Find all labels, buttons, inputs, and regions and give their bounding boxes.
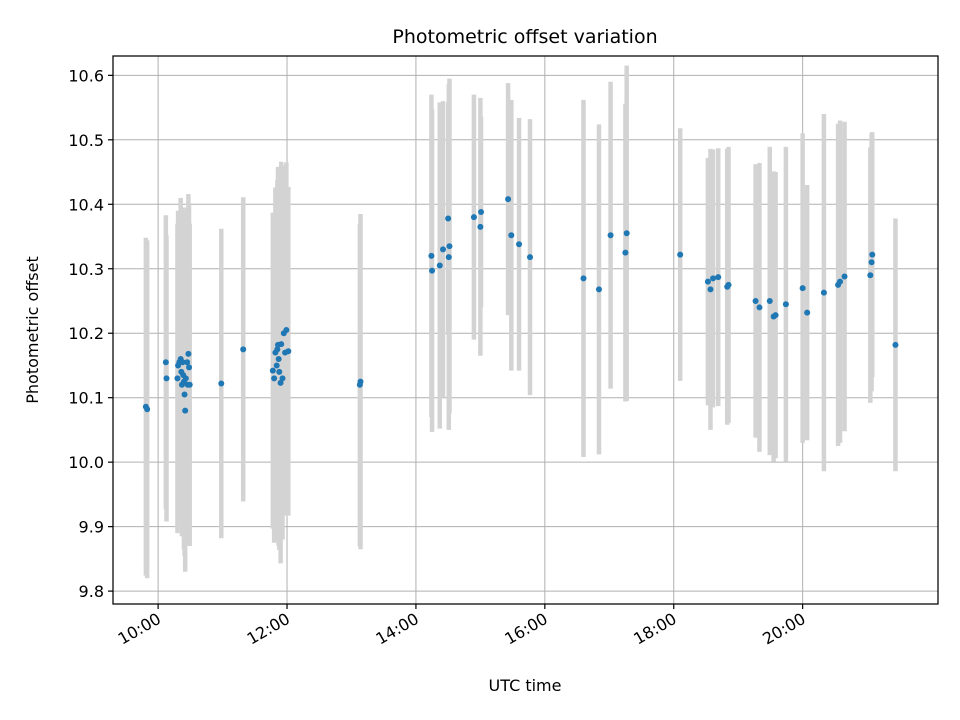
- data-point: [704, 278, 711, 285]
- data-point: [218, 380, 225, 387]
- data-point: [182, 375, 189, 382]
- data-point: [580, 275, 587, 282]
- data-point: [505, 196, 512, 203]
- data-point: [357, 378, 364, 385]
- data-point: [752, 297, 759, 304]
- data-point: [181, 391, 188, 398]
- data-point: [710, 275, 717, 282]
- y-axis: 9.8 9.9 10.0 10.1 10.2 10.3 10.4 10.5 10.6: [68, 66, 113, 601]
- data-point: [508, 232, 515, 239]
- data-point: [278, 341, 285, 348]
- y-tick-label: 10.6: [68, 66, 104, 85]
- y-tick-label: 10.4: [68, 195, 104, 214]
- data-point: [782, 301, 789, 308]
- data-point: [725, 281, 732, 288]
- data-point: [623, 230, 630, 237]
- data-point: [766, 297, 773, 304]
- data-point: [867, 272, 874, 279]
- plot-frame: [112, 55, 939, 605]
- data-point: [440, 246, 446, 253]
- data-point: [622, 249, 629, 256]
- data-point: [429, 267, 436, 274]
- data-point: [184, 359, 191, 366]
- data-point: [283, 327, 290, 333]
- data-point: [186, 381, 193, 388]
- y-tick-label: 10.0: [68, 453, 104, 472]
- data-points: [142, 196, 899, 414]
- data-point: [446, 243, 453, 250]
- data-point: [271, 375, 278, 382]
- data-point: [478, 209, 485, 216]
- data-point: [274, 346, 281, 353]
- chart-title: Photometric offset variation: [392, 26, 657, 48]
- data-point: [436, 262, 443, 269]
- data-point: [837, 278, 844, 285]
- data-point: [772, 312, 779, 319]
- data-point: [162, 359, 169, 366]
- data-point: [445, 254, 452, 261]
- data-point: [868, 259, 875, 266]
- data-point: [273, 362, 280, 369]
- y-tick-label: 9.8: [79, 582, 104, 601]
- data-point: [179, 359, 186, 366]
- data-point: [185, 350, 192, 357]
- data-point: [804, 309, 811, 316]
- data-point: [595, 286, 602, 293]
- data-point: [240, 346, 247, 353]
- y-tick-label: 10.3: [68, 260, 104, 279]
- data-point: [144, 406, 151, 413]
- data-point: [269, 367, 276, 374]
- data-point: [285, 348, 292, 355]
- y-tick-label: 10.5: [68, 131, 104, 150]
- data-point: [715, 274, 722, 281]
- data-point: [607, 232, 614, 239]
- data-point: [756, 304, 763, 311]
- data-point: [182, 407, 189, 414]
- data-point: [275, 356, 282, 363]
- y-tick-label: 10.2: [68, 324, 104, 343]
- data-point: [174, 375, 181, 382]
- data-point: [477, 223, 484, 230]
- data-point: [277, 379, 284, 386]
- data-point: [516, 241, 523, 248]
- data-point: [707, 286, 714, 293]
- y-tick-label: 10.1: [68, 389, 104, 408]
- data-point: [445, 215, 452, 222]
- data-point: [470, 214, 477, 221]
- data-point: [820, 289, 827, 296]
- data-point: [527, 254, 534, 261]
- y-tick-label: 9.9: [79, 518, 104, 537]
- data-point: [276, 368, 283, 375]
- data-point: [677, 251, 684, 258]
- x-axis-label: UTC time: [489, 676, 562, 695]
- data-point: [869, 251, 876, 258]
- data-point: [186, 364, 193, 371]
- data-point: [841, 273, 848, 280]
- data-point: [279, 375, 286, 382]
- y-axis-label: Photometric offset: [23, 256, 42, 404]
- data-point: [892, 341, 899, 348]
- data-point: [799, 285, 806, 292]
- data-point: [163, 375, 170, 382]
- data-point: [428, 252, 435, 259]
